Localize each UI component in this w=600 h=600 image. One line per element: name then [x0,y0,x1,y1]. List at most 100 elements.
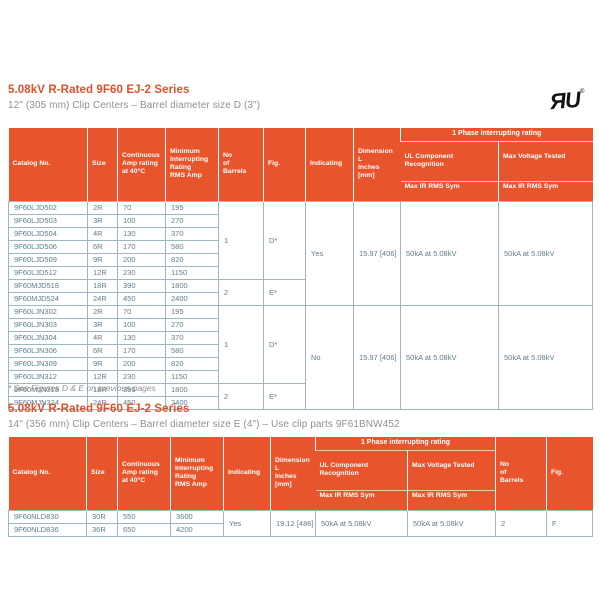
fig-cell: E* [263,278,306,306]
catalog-cell: 9F60LJN304 [8,330,88,345]
table-row: 9F60MJN318 18R 390 1800 2 E* [8,382,593,410]
amp-cell: 170 [117,239,166,254]
ul-recognized-component-icon: ЯU® [548,86,585,115]
col-header-dimension: Dimension L Inches [mm] [270,437,316,511]
fig-cell: F [546,509,594,537]
catalog-cell: 9F60LJD512 [8,265,88,280]
col-header-barrels: No of Barrels [495,437,547,511]
min-int-cell: 195 [165,200,219,215]
ul-rating-cell: 50kA at 5.08kV [400,200,499,306]
min-int-cell: 820 [165,356,219,371]
min-int-cell: 580 [165,239,219,254]
dimension-cell: 19.12 [486] [270,509,316,537]
col-header-fig: Fig. [546,437,593,511]
table-row: 9F60LJN303 3R 100 270 [8,317,593,332]
max-ir-label: Max IR RMS Sym [400,180,498,193]
amp-cell: 130 [117,226,166,241]
size-cell: 24R [87,291,118,306]
table-row: 9F60LJD512 12R 230 1150 [8,265,593,280]
col-header-ul-recognition: UL Component Recognition Max IR RMS Sym [315,450,408,511]
col-header-amp: Continuous Amp rating at 40°C [117,437,171,511]
indicating-cell: Yes [223,509,271,537]
min-int-cell: 195 [165,304,219,319]
size-cell: 12R [87,369,118,384]
barrels-cell: 2 [495,509,548,537]
size-cell: 2R [87,304,118,319]
max-voltage-label: Max Voltage Tested [503,152,566,160]
ul-mark-letters: ЯU [548,86,581,115]
min-int-cell: 270 [165,317,219,332]
min-int-cell: 1800 [165,382,219,397]
catalog-cell: 9F60LJD506 [8,239,88,254]
size-cell: 18R [87,278,118,293]
max-voltage-cell: 50kA at 5.08kV [497,200,594,306]
section2-title: 5.08kV R-Rated 9F60 EJ-2 Series [8,403,190,415]
amp-cell: 230 [117,265,166,280]
table-14in-clip-centers: Catalog No. Size Continuous Amp rating a… [8,437,594,537]
amp-cell: 550 [117,509,171,524]
min-int-cell: 820 [165,252,219,267]
min-int-cell: 580 [165,343,219,358]
barrels-cell: 2 [218,382,264,410]
ul-rating-cell: 50kA at 5.08kV [315,509,408,537]
min-int-cell: 2400 [165,395,219,410]
size-cell: 4R [87,330,118,345]
min-int-cell: 1800 [165,278,219,293]
min-int-cell: 1150 [165,265,219,280]
amp-cell: 100 [117,317,166,332]
table-row: 9F60MJN324 24R 450 2400 [8,395,593,410]
table-row: 9F60LJN302 2R 70 195 1 D* No 15.97 [406]… [8,304,594,410]
col-header-catalog: Catalog No. [8,437,87,511]
col-header-indicating: Indicating [305,128,354,202]
max-ir-label: Max IR RMS Sym [408,489,496,502]
size-cell: 4R [87,226,118,241]
amp-cell: 70 [117,200,166,215]
indicating-cell: No [305,304,354,410]
size-cell: 3R [87,213,118,228]
catalog-cell: 9F60LJN306 [8,343,88,358]
min-int-cell: 2400 [165,291,219,306]
catalog-cell: 9F60NLD830 [8,509,87,524]
col-header-size: Size [86,437,118,511]
catalog-cell: 9F60NLD836 [8,522,87,537]
min-int-cell: 1150 [165,369,219,384]
max-ir-label: Max IR RMS Sym [499,180,593,193]
section2-subtitle: 14" (356 mm) Clip Centers – Barrel diame… [8,419,400,430]
indicating-cell: Yes [305,200,354,306]
table-row: 9F60NLD830 30R 550 3600 Yes 19.12 [486] … [8,509,594,537]
registered-symbol: ® [579,89,585,95]
size-cell: 6R [87,343,118,358]
table-12in-clip-centers: Catalog No. Size Continuous Amp rating a… [8,128,594,410]
table-row: 9F60MJD518 18R 390 1800 2 E* [8,278,593,306]
catalog-cell: 9F60LJD503 [8,213,88,228]
table-row: 9F60NLD836 36R 650 4200 [8,522,593,537]
max-ir-label: Max IR RMS Sym [315,489,407,502]
col-header-max-voltage: Max Voltage Tested Max IR RMS Sym [497,141,593,202]
fig-cell: D* [263,304,306,384]
amp-cell: 200 [117,252,166,267]
amp-cell: 70 [117,304,166,319]
size-cell: 9R [87,252,118,267]
col-header-fig: Fig. [263,128,306,202]
ul-recognition-label: UL Component Recognition [319,461,369,477]
size-cell: 3R [87,317,118,332]
amp-cell: 650 [117,522,171,537]
section1-subtitle: 12" (305 mm) Clip Centers – Barrel diame… [8,100,261,111]
size-cell: 36R [86,522,118,537]
section1-title: 5.08kV R-Rated 9F60 EJ-2 Series [8,84,190,96]
size-cell: 30R [86,509,118,524]
table-row: 9F60LJD502 2R 70 195 1 D* Yes 15.97 [406… [8,200,594,306]
col-header-ul-recognition: UL Component Recognition Max IR RMS Sym [400,141,499,202]
catalog-cell: 9F60LJN312 [8,369,88,384]
col-header-min-interrupting: Minimum Interrupting Rating RMS Amp [165,128,219,202]
size-cell: 2R [87,200,118,215]
min-int-cell: 3600 [170,509,224,524]
min-int-cell: 270 [165,213,219,228]
max-voltage-cell: 50kA at 5.08kV [497,304,594,410]
ul-recognition-label: UL Component Recognition [404,152,454,168]
amp-cell: 230 [117,369,166,384]
min-int-cell: 4200 [170,522,224,537]
catalog-cell: 9F60MJD524 [8,291,88,306]
min-int-cell: 370 [165,226,219,241]
min-int-cell: 370 [165,330,219,345]
